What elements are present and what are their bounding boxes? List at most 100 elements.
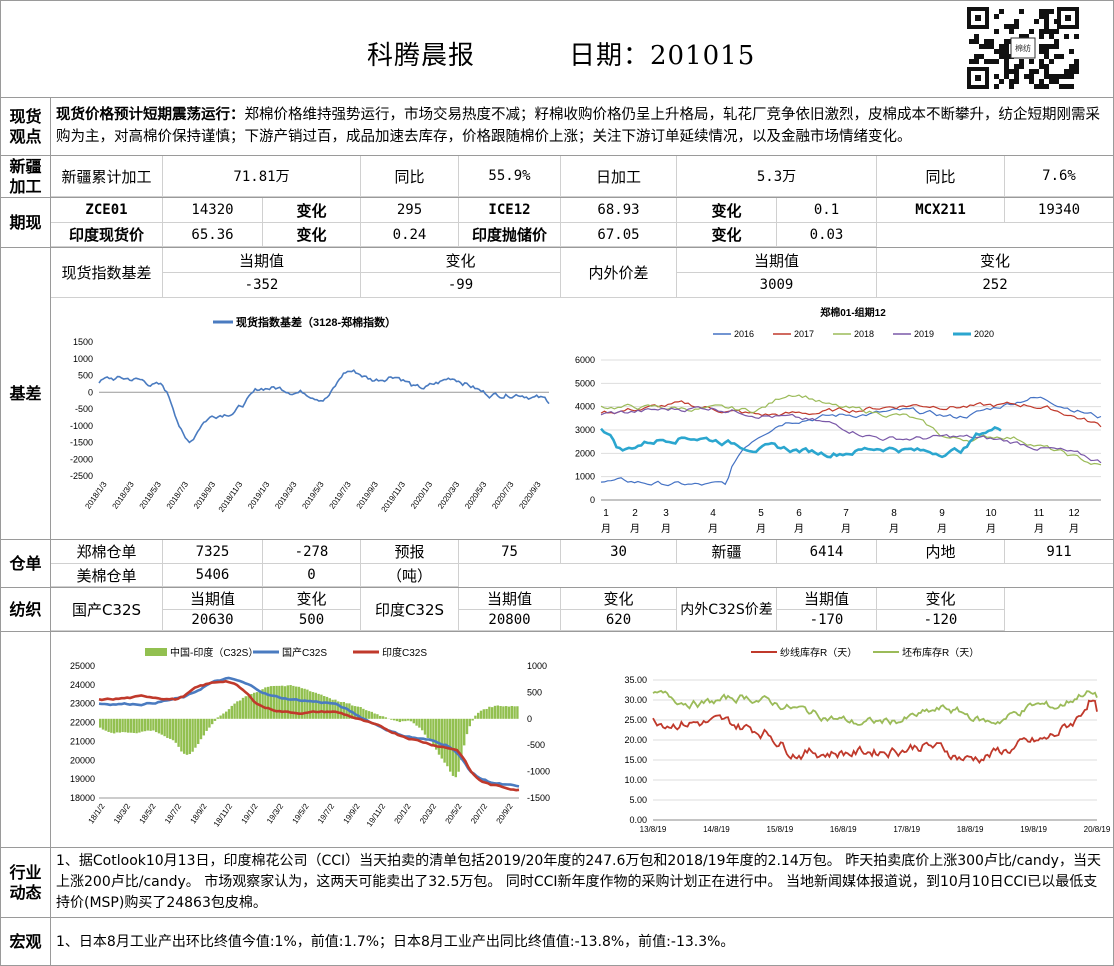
ice12-value: 68.93 xyxy=(561,198,677,223)
india-reserve-change-label: 变化 xyxy=(677,223,777,247)
diff-bar xyxy=(104,718,107,731)
series-line-yarn xyxy=(652,699,1098,765)
x-tick: 2019/7/3 xyxy=(328,480,354,511)
diff-bar xyxy=(115,718,119,733)
y2-tick: -1000 xyxy=(527,767,550,777)
diff-bar xyxy=(409,718,413,722)
x-tick: 20/7/2 xyxy=(469,802,489,826)
diff-bar xyxy=(129,718,133,733)
diff-bar xyxy=(118,718,121,733)
x-tick-unit: 月 xyxy=(1034,523,1044,535)
diff-bar xyxy=(496,705,499,719)
legend-label: 2018 xyxy=(854,329,874,339)
inland-warrant-value: 911 xyxy=(1005,540,1113,564)
legend-label: 中国-印度（C32S） xyxy=(170,646,258,659)
diff-bar xyxy=(334,699,337,719)
diff-bar xyxy=(328,698,331,719)
x-tick: 2018/1/3 xyxy=(83,480,109,511)
report-title: 科腾晨报 xyxy=(367,41,476,71)
macro-text: 1、日本8月工业产出环比终值今值:1%，前值:1.7%；日本8月工业产出同比终值… xyxy=(56,934,735,950)
mcx211-value: 19340 xyxy=(1005,198,1113,223)
inland-warrant-label: 内地 xyxy=(877,540,1005,564)
diff-bar xyxy=(264,687,267,719)
y-tick: 5000 xyxy=(575,378,595,388)
y-tick: 30.00 xyxy=(624,695,647,705)
xinjiang-warrant-label: 新疆 xyxy=(677,540,777,564)
x-tick: 6 xyxy=(796,508,802,519)
legend-label: 2019 xyxy=(914,329,934,339)
x-tick: 2020/1/3 xyxy=(409,480,435,511)
diff-bar xyxy=(502,706,505,719)
diff-bar xyxy=(135,718,138,734)
x-tick-unit: 月 xyxy=(794,523,804,535)
diff-bar xyxy=(191,718,194,752)
y-tick: 0 xyxy=(88,387,93,397)
diff-bar xyxy=(241,697,245,719)
x-tick-unit: 月 xyxy=(630,523,640,535)
daily-proc-label: 日加工 xyxy=(561,156,677,197)
x-tick: 19/9/2 xyxy=(342,802,362,826)
textile-charts-label xyxy=(1,632,51,847)
diff-bar xyxy=(177,718,180,747)
zce01-label: ZCE01 xyxy=(51,198,163,223)
x-tick: 7 xyxy=(843,508,849,519)
x-tick: 20/3/2 xyxy=(418,802,438,826)
inout-current-label: 当期值 xyxy=(677,248,877,273)
inout-change-value: 252 xyxy=(877,273,1113,298)
inout-current-value: 3009 xyxy=(677,273,877,298)
c32s-spread-label: 内外C32S价差 xyxy=(677,588,777,631)
diff-bar xyxy=(292,685,295,719)
x-tick: 18/11/2 xyxy=(212,802,235,829)
x-tick: 20/8/19 xyxy=(1084,825,1111,834)
diff-bar xyxy=(124,718,127,733)
diff-bar xyxy=(373,713,376,719)
diff-bar xyxy=(289,685,292,719)
diff-bar xyxy=(101,718,105,730)
diff-bar xyxy=(132,718,135,733)
diff-bar xyxy=(155,718,158,733)
c32s-spread-change-value: -120 xyxy=(877,610,1005,631)
daily-yoy-value: 7.6% xyxy=(1005,156,1113,197)
y-tick: 3000 xyxy=(575,425,595,435)
diff-bar xyxy=(491,707,494,719)
x-tick-unit: 月 xyxy=(841,523,851,535)
diff-bar xyxy=(113,718,116,734)
cn-c32s-change-value: 500 xyxy=(263,610,361,631)
india-spot-change-label: 变化 xyxy=(263,223,361,247)
diff-bar xyxy=(194,718,197,748)
xinjiang-yoy-label: 同比 xyxy=(361,156,459,197)
diff-bar xyxy=(404,718,407,722)
diff-bar xyxy=(370,711,373,719)
x-tick: 5 xyxy=(758,508,764,519)
y-tick: 2000 xyxy=(575,448,595,458)
industry-row: 行业 动态 1、据Cotlook10月13日，印度棉花公司（CCI）当天拍卖的清… xyxy=(0,848,1114,918)
diff-bar xyxy=(314,692,317,719)
diff-bar xyxy=(99,718,102,728)
y-tick: 25.00 xyxy=(624,715,647,725)
x-tick: 18/8/19 xyxy=(957,825,984,834)
diff-bar xyxy=(127,718,130,733)
x-tick: 13/8/19 xyxy=(640,825,667,834)
series-line-cloth xyxy=(652,689,1098,726)
diff-bar xyxy=(505,706,508,719)
basis-change-value: -99 xyxy=(361,273,561,298)
diff-bar xyxy=(146,718,149,731)
basis-label: 基差 xyxy=(1,248,51,539)
diff-bar xyxy=(213,718,217,721)
y2-tick: 1000 xyxy=(527,661,547,671)
daily-yoy-label: 同比 xyxy=(877,156,1005,197)
diff-bar xyxy=(510,705,513,719)
macro-row: 宏观 1、日本8月工业产出环比终值今值:1%，前值:1.7%；日本8月工业产出同… xyxy=(0,918,1114,966)
diff-bar xyxy=(474,715,477,719)
x-tick: 2019/9/3 xyxy=(355,480,381,511)
diff-bar xyxy=(415,718,418,726)
basis-row: 基差 现货指数基差 当期值 变化 -352 -99 内外价差 当期值 变化 30… xyxy=(0,248,1114,540)
us-warrant-change: 0 xyxy=(263,564,361,587)
diff-bar xyxy=(303,688,306,719)
diff-bar xyxy=(295,686,298,719)
diff-bar xyxy=(331,699,334,719)
in-c32s-current-value: 20800 xyxy=(459,610,561,631)
y-tick: 20000 xyxy=(70,755,95,765)
x-tick: 3 xyxy=(663,508,669,519)
